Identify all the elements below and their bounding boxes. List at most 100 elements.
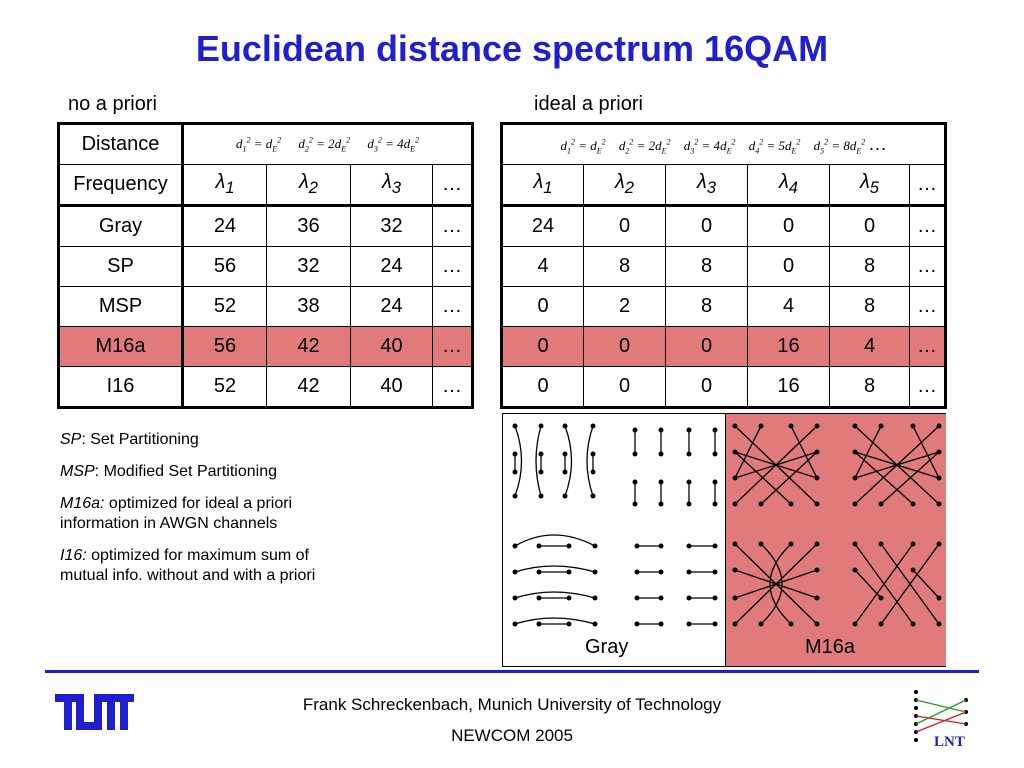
lambda-cell: λ1 — [182, 164, 267, 207]
right-spectrum-table: d12 = dE2 d22 = 2dE2 d32 = 4dE2 d42 = 5d… — [500, 122, 947, 409]
left-table-heading: no a priori — [68, 93, 157, 115]
table-cell: 8 — [665, 246, 748, 287]
table-cell: 0 — [665, 366, 748, 408]
table-cell: … — [909, 246, 946, 287]
table-cell: 2 — [583, 286, 666, 327]
gray-label: Gray — [585, 636, 629, 658]
legend-item: MSP: Modified Set Partitioning — [60, 463, 277, 480]
footer-author: Frank Schreckenbach, Munich University o… — [302, 695, 722, 714]
row-header: Distance — [58, 123, 184, 165]
table-cell: 0 — [583, 205, 666, 247]
table-row: I16 52 42 40 … — [58, 366, 473, 408]
table-cell: … — [432, 326, 473, 367]
table-cell: 0 — [747, 205, 830, 247]
slide-title: Euclidean distance spectrum 16QAM — [195, 28, 829, 69]
table-cell: 42 — [266, 366, 351, 408]
lambda-cell: λ3 — [665, 164, 748, 207]
distance-formulas: d12 = dE2 d22 = 2dE2 d32 = 4dE2 — [182, 123, 473, 165]
ellipsis-cell: … — [432, 164, 473, 207]
lambda-cell: λ1 — [501, 164, 584, 207]
table-cell: 0 — [829, 205, 910, 247]
table-cell: 24 — [350, 286, 433, 327]
table-cell: … — [909, 366, 946, 408]
distance-formulas: d12 = dE2 d22 = 2dE2 d32 = 4dE2 d42 = 5d… — [501, 123, 946, 165]
legend-item: SP: Set Partitioning — [60, 431, 199, 448]
table-cell: 0 — [501, 286, 584, 327]
table-row: 4 8 8 0 8 … — [501, 246, 946, 287]
row-header: Gray — [58, 205, 184, 247]
mapping-lines — [512, 423, 942, 627]
table-cell: … — [909, 286, 946, 327]
table-cell: 56 — [182, 326, 267, 367]
table-cell: 24 — [501, 205, 584, 247]
distance-row: Distance d12 = dE2 d22 = 2dE2 d32 = 4dE2 — [58, 123, 473, 165]
table-cell: 52 — [182, 286, 267, 327]
legend-item: M16a: optimized for ideal a priori infor… — [60, 495, 293, 532]
table-cell: 0 — [583, 326, 666, 367]
table-cell: 4 — [501, 246, 584, 287]
row-header: MSP — [58, 286, 184, 327]
lambda-cell: λ2 — [583, 164, 666, 207]
lnt-wordmark: LNT — [934, 734, 965, 750]
table-row: Gray 24 36 32 … — [58, 205, 473, 247]
right-table-heading: ideal a priori — [534, 93, 643, 115]
table-cell: 0 — [583, 366, 666, 408]
table-row-highlighted: M16a 56 42 40 … — [58, 326, 473, 367]
table-cell: 16 — [747, 326, 830, 367]
table-cell: 56 — [182, 246, 267, 287]
table-row: 24 0 0 0 0 … — [501, 205, 946, 247]
distance-row: d12 = dE2 d22 = 2dE2 d32 = 4dE2 d42 = 5d… — [501, 123, 946, 165]
table-cell: 0 — [501, 326, 584, 367]
left-spectrum-table: Distance d12 = dE2 d22 = 2dE2 d32 = 4dE2… — [57, 122, 474, 409]
table-row: 0 0 0 16 8 … — [501, 366, 946, 408]
table-cell: 4 — [747, 286, 830, 327]
table-cell: 8 — [829, 246, 910, 287]
table-cell: … — [432, 205, 473, 247]
frequency-row: Frequency λ1 λ2 λ3 … — [58, 164, 473, 207]
table-row: 0 2 8 4 8 … — [501, 286, 946, 327]
row-header: SP — [58, 246, 184, 287]
abbreviation-legend: SP: Set Partitioning MSP: Modified Set P… — [60, 430, 340, 598]
table-cell: … — [432, 286, 473, 327]
table-cell: … — [432, 366, 473, 408]
labeling-diagram: Gray M16a — [502, 413, 946, 667]
lambda-cell: λ2 — [266, 164, 351, 207]
table-cell: … — [909, 326, 946, 367]
table-cell: … — [432, 246, 473, 287]
row-header: I16 — [58, 366, 184, 408]
table-cell: 8 — [829, 286, 910, 327]
table-cell: 8 — [665, 286, 748, 327]
legend-item: I16: optimized for maximum sum of mutual… — [60, 547, 316, 584]
table-cell: 36 — [266, 205, 351, 247]
lambda-cell: λ5 — [829, 164, 910, 207]
m16a-label: M16a — [805, 636, 856, 658]
ellipsis-cell: … — [909, 164, 946, 207]
table-cell: 40 — [350, 326, 433, 367]
table-cell: 52 — [182, 366, 267, 408]
table-cell: 42 — [266, 326, 351, 367]
table-cell: 24 — [182, 205, 267, 247]
lambda-cell: λ4 — [747, 164, 830, 207]
footer-event: NEWCOM 2005 — [451, 726, 573, 745]
lambda-cell: λ3 — [350, 164, 433, 207]
table-cell: 8 — [583, 246, 666, 287]
table-cell: 32 — [350, 205, 433, 247]
table-cell: 4 — [829, 326, 910, 367]
tum-logo — [55, 694, 134, 730]
table-row: SP 56 32 24 … — [58, 246, 473, 287]
table-cell: 0 — [665, 205, 748, 247]
table-cell: 0 — [501, 366, 584, 408]
table-cell: 8 — [829, 366, 910, 408]
frequency-row: λ1 λ2 λ3 λ4 λ5 … — [501, 164, 946, 207]
table-cell: 32 — [266, 246, 351, 287]
table-cell: 0 — [665, 326, 748, 367]
table-cell: 24 — [350, 246, 433, 287]
table-cell: … — [909, 205, 946, 247]
table-cell: 40 — [350, 366, 433, 408]
footer-rule — [45, 670, 979, 673]
table-cell: 38 — [266, 286, 351, 327]
table-row-highlighted: 0 0 0 16 4 … — [501, 326, 946, 367]
lnt-logo: LNT — [914, 690, 968, 750]
table-cell: 0 — [747, 246, 830, 287]
table-row: MSP 52 38 24 … — [58, 286, 473, 327]
